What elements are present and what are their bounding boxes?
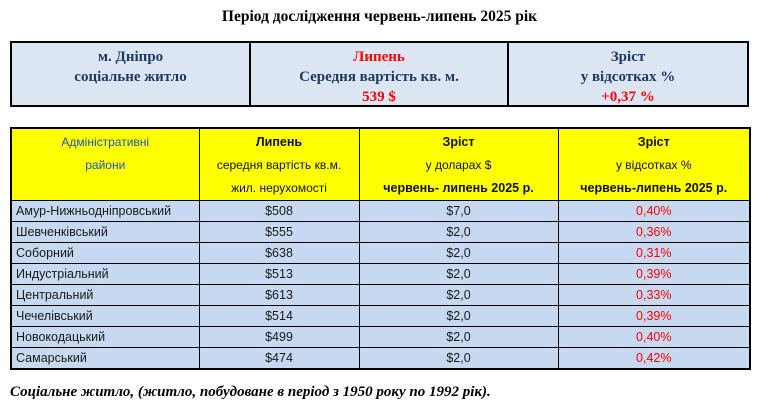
header-price: Липень середня вартість кв.м. жил. нерух… bbox=[198, 127, 360, 201]
growth-pct-cell: 0,39% bbox=[557, 305, 751, 327]
table-row: Чечелівський $514 $2,0 0,39% bbox=[10, 305, 751, 327]
growth-pct-cell: 0,40% bbox=[557, 326, 751, 348]
districts-table: Адміністративні райони Липень середня ва… bbox=[10, 127, 751, 370]
price-cell: $474 bbox=[198, 347, 360, 369]
summary-month-label: Липень bbox=[353, 49, 405, 65]
header-district: Адміністративні райони bbox=[10, 127, 200, 201]
summary-city-cell: м. Дніпро соціальне житло bbox=[12, 43, 249, 105]
header-growth-pct: Зріст у відсотках % червень-липень 2025 … bbox=[557, 127, 751, 201]
summary-growth-sub: у відсотках % bbox=[580, 69, 676, 85]
growth-usd-cell: $2,0 bbox=[358, 326, 559, 348]
growth-pct-cell: 0,31% bbox=[557, 242, 751, 264]
table-row: Амур-Нижньодніпровський $508 $7,0 0,40% bbox=[10, 200, 751, 222]
summary-table: м. Дніпро соціальне житло Липень Середня… bbox=[10, 41, 749, 107]
header-growth-usd-line1: Зріст bbox=[442, 135, 475, 149]
growth-pct-cell: 0,36% bbox=[557, 221, 751, 243]
header-growth-usd-line2: у доларах $ bbox=[425, 158, 492, 172]
price-cell: $555 bbox=[198, 221, 360, 243]
district-name-cell: Индустріальний bbox=[10, 263, 200, 285]
growth-usd-cell: $2,0 bbox=[358, 347, 559, 369]
growth-pct-cell: 0,39% bbox=[557, 263, 751, 285]
price-cell: $638 bbox=[198, 242, 360, 264]
district-name-cell: Новокодацький bbox=[10, 326, 200, 348]
summary-month-cell: Липень Середня вартість кв. м. 539 $ bbox=[249, 43, 507, 105]
growth-usd-cell: $2,0 bbox=[358, 263, 559, 285]
growth-usd-cell: $2,0 bbox=[358, 284, 559, 306]
header-price-line1: Липень bbox=[255, 135, 303, 149]
footnote: Соціальне житло, (житло, побудоване в пе… bbox=[10, 383, 491, 400]
growth-pct-cell: 0,33% bbox=[557, 284, 751, 306]
header-growth-pct-line1: Зріст bbox=[637, 135, 670, 149]
table-row: Индустріальний $513 $2,0 0,39% bbox=[10, 263, 751, 285]
header-growth-usd-line3: червень- липень 2025 р. bbox=[383, 181, 534, 195]
table-row: Шевченківський $555 $2,0 0,36% bbox=[10, 221, 751, 243]
price-cell: $508 bbox=[198, 200, 360, 222]
growth-pct-cell: 0,40% bbox=[557, 200, 751, 222]
table-row: Самарський $474 $2,0 0,42% bbox=[10, 347, 751, 369]
price-cell: $499 bbox=[198, 326, 360, 348]
district-name-cell: Амур-Нижньодніпровський bbox=[10, 200, 200, 222]
header-growth-pct-line3: червень-липень 2025 р. bbox=[580, 181, 728, 195]
summary-housing-type: соціальне житло bbox=[74, 69, 187, 85]
district-name-cell: Шевченківський bbox=[10, 221, 200, 243]
header-growth-pct-line2: у відсотках % bbox=[615, 158, 692, 172]
header-price-line2: середня вартість кв.м. bbox=[216, 158, 342, 172]
price-cell: $513 bbox=[198, 263, 360, 285]
district-name-cell: Соборний bbox=[10, 242, 200, 264]
header-district-line2: райони bbox=[85, 158, 126, 172]
table-row: Новокодацький $499 $2,0 0,40% bbox=[10, 326, 751, 348]
summary-month-value: 539 $ bbox=[362, 89, 396, 105]
summary-city-name: м. Дніпро bbox=[97, 49, 164, 65]
district-name-cell: Самарський bbox=[10, 347, 200, 369]
summary-growth-value: +0,37 % bbox=[601, 89, 655, 105]
summary-growth-cell: Зріст у відсотках % +0,37 % bbox=[507, 43, 747, 105]
districts-header-row: Адміністративні райони Липень середня ва… bbox=[10, 127, 751, 201]
districts-body: Амур-Нижньодніпровський $508 $7,0 0,40% … bbox=[10, 200, 751, 369]
summary-growth-label: Зріст bbox=[610, 49, 646, 65]
district-name-cell: Чечелівський bbox=[10, 305, 200, 327]
table-row: Соборний $638 $2,0 0,31% bbox=[10, 242, 751, 264]
price-cell: $613 bbox=[198, 284, 360, 306]
growth-usd-cell: $7,0 bbox=[358, 200, 559, 222]
header-district-line1: Адміністративні bbox=[61, 135, 150, 149]
district-name-cell: Центральний bbox=[10, 284, 200, 306]
header-growth-usd: Зріст у доларах $ червень- липень 2025 р… bbox=[358, 127, 559, 201]
table-row: Центральний $613 $2,0 0,33% bbox=[10, 284, 751, 306]
price-cell: $514 bbox=[198, 305, 360, 327]
page-title: Період дослідження червень-липень 2025 р… bbox=[221, 8, 538, 25]
summary-month-sub: Середня вартість кв. м. bbox=[299, 69, 459, 85]
growth-pct-cell: 0,42% bbox=[557, 347, 751, 369]
growth-usd-cell: $2,0 bbox=[358, 305, 559, 327]
header-price-line3: жил. нерухомості bbox=[231, 181, 327, 195]
growth-usd-cell: $2,0 bbox=[358, 221, 559, 243]
growth-usd-cell: $2,0 bbox=[358, 242, 559, 264]
